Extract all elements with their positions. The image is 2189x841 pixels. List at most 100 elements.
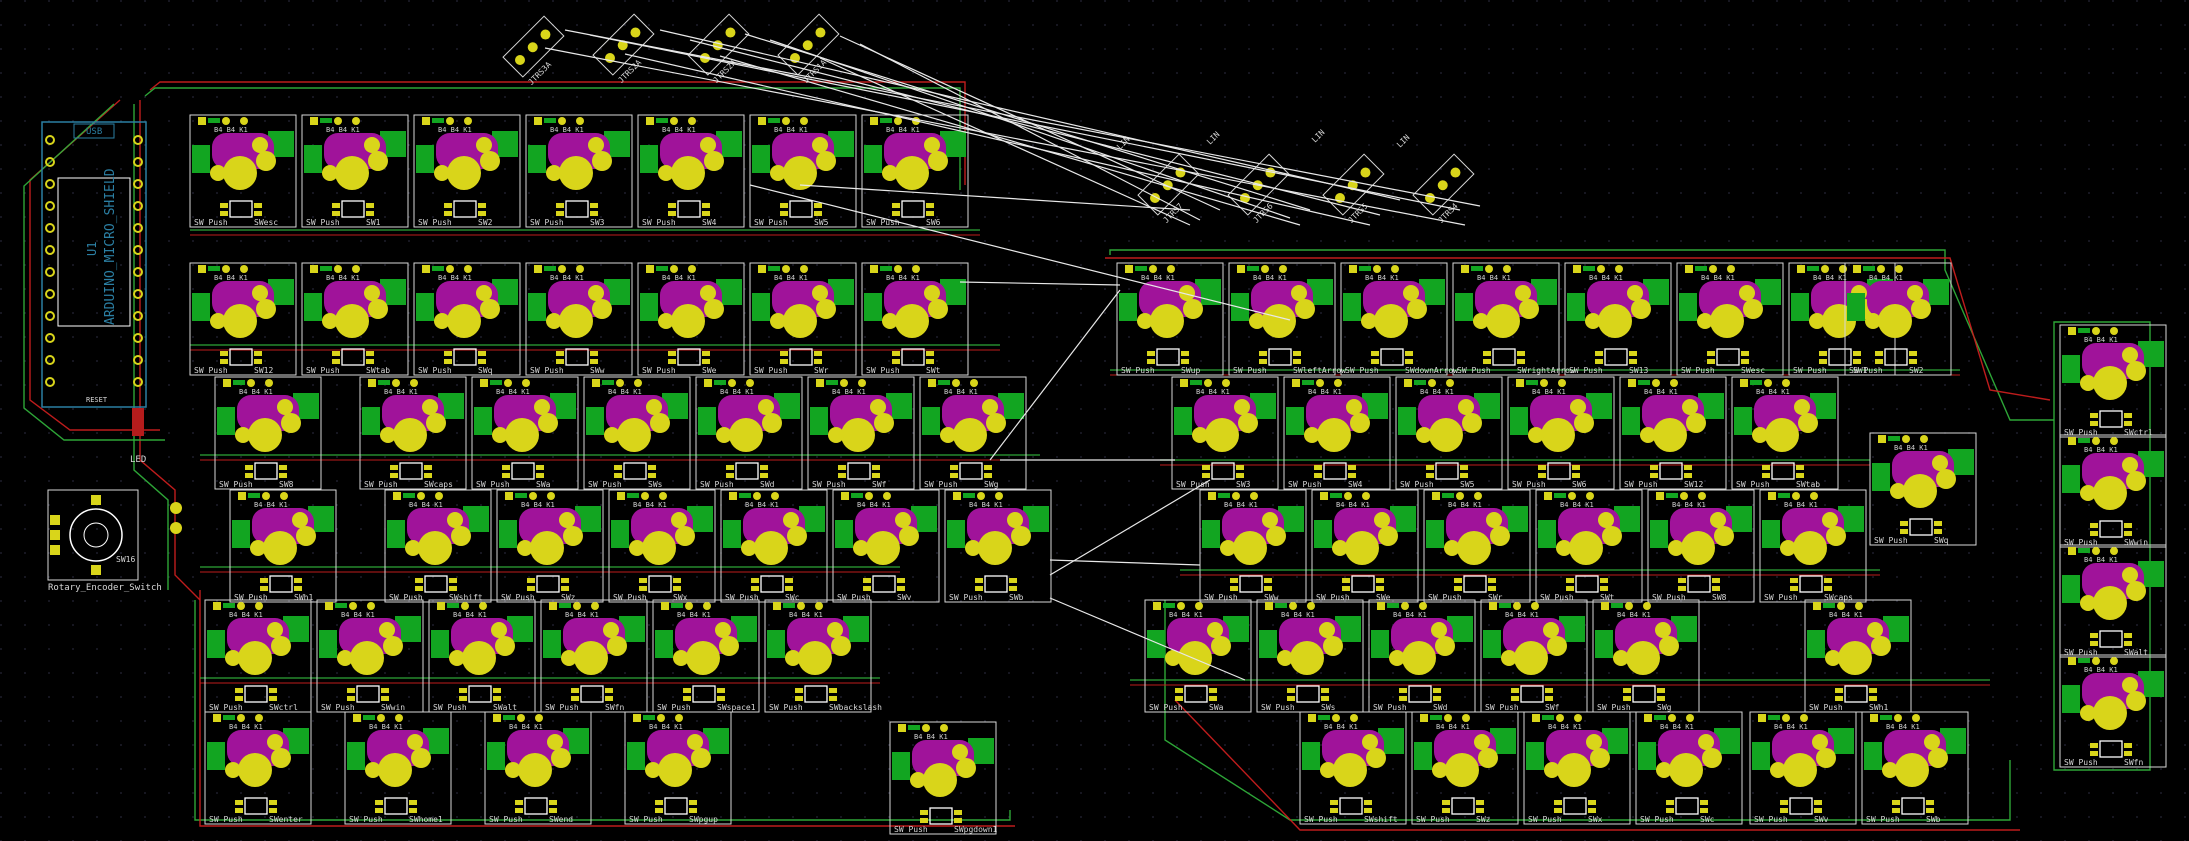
diode-pad-icon bbox=[558, 265, 566, 273]
led-pad bbox=[2124, 641, 2132, 646]
led-footprint bbox=[244, 797, 268, 815]
silk-token: B4 B4 K1 bbox=[438, 126, 472, 134]
led-pad bbox=[614, 465, 622, 470]
header-pin-right bbox=[133, 355, 143, 365]
led-pad bbox=[1545, 688, 1553, 693]
diode-pad-icon bbox=[953, 492, 961, 500]
led-pad bbox=[1629, 359, 1637, 364]
switch-center-pad bbox=[923, 763, 957, 797]
diode-pad-icon bbox=[2092, 437, 2100, 445]
diode-pad-icon bbox=[255, 714, 263, 722]
switch-outline bbox=[2059, 654, 2167, 768]
encoder-pin bbox=[170, 522, 182, 534]
switch-value-label: SW_Push bbox=[588, 480, 622, 489]
switch-side-pad bbox=[434, 313, 450, 329]
diode-body bbox=[2078, 328, 2090, 333]
diode-pad-icon bbox=[238, 492, 246, 500]
switch-pin-pad bbox=[559, 512, 575, 528]
diode-pad-icon bbox=[2110, 327, 2118, 335]
switch-ref-label: SWctrl bbox=[269, 703, 298, 712]
led-pad bbox=[1426, 465, 1434, 470]
switch-pin-pad bbox=[675, 526, 695, 546]
switch-center-pad bbox=[1783, 753, 1817, 787]
